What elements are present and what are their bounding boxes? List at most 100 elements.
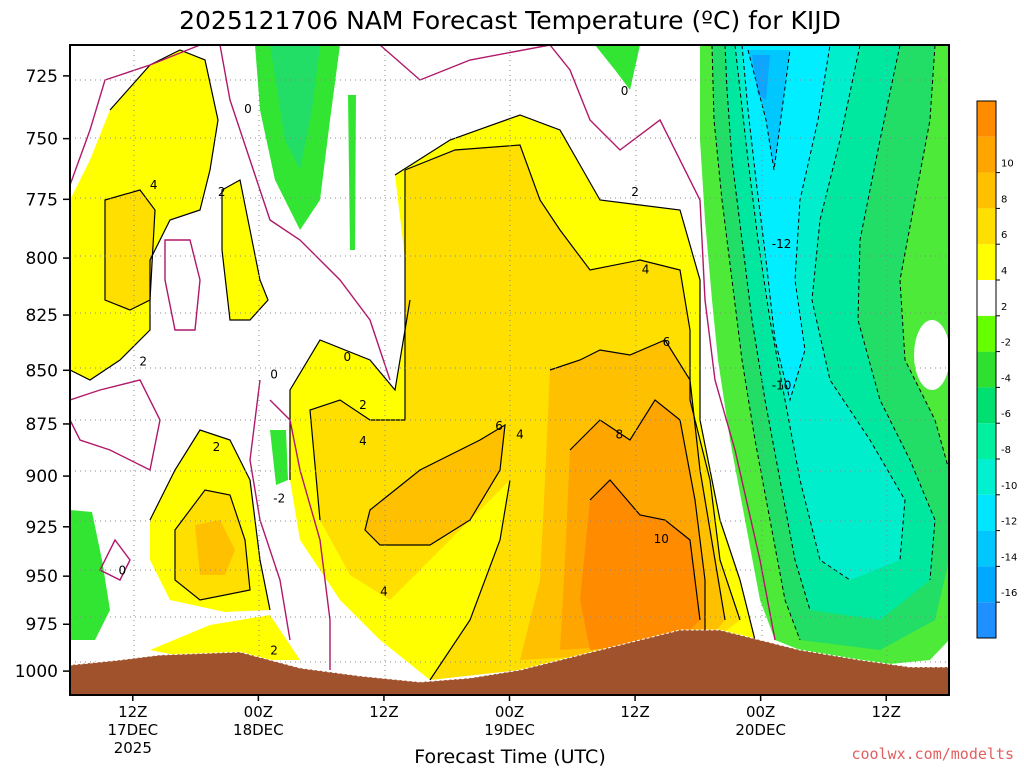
y-tick-label: 975 [26,615,58,635]
colorbar-swatch [977,208,996,245]
contour-label: -12 [772,237,792,251]
green-small-1 [270,430,288,485]
colorbar-frame [976,100,997,639]
y-tick-label: 750 [26,130,58,150]
contour-label: 10 [654,532,669,546]
y-tick-label: 925 [26,518,58,538]
colorbar-label: -10 [1001,481,1017,492]
contour-label: 2 [213,440,221,454]
colorbar-swatch [977,101,996,137]
green-streak-3 [595,45,640,90]
contour-label: 4 [380,585,388,599]
colorbar-label: 8 [1001,194,1007,205]
contour-label: 2 [139,355,147,369]
green-streak-1b [270,45,320,170]
y-tick-label: 775 [26,190,58,210]
cold-region-fill-7 [752,55,770,100]
contour-label: 4 [359,434,367,448]
cold-region-fill-5 [742,45,830,400]
contour-label: 2 [218,185,226,199]
contour-label: 8 [616,427,624,441]
contour-label: 4 [516,427,524,441]
credit-link[interactable]: coolwx.com/modelts [851,745,1014,763]
contour-label: 2 [631,185,639,199]
colorbar-label: 2 [1001,302,1007,313]
colorbar-label: 4 [1001,266,1007,277]
contour-label: 6 [495,419,503,433]
warm-fill-10-12 [580,480,700,650]
warm-fill-bottom [150,615,300,660]
y-tick-label: 1000 [15,662,58,682]
colorbar: -16 -14 -12 -10 -8 -6 -4 -2 2 4 6 8 10 [976,100,1017,639]
y-tick-label: 825 [26,306,58,326]
colorbar-label: 10 [1001,159,1014,170]
y-tick-label: 875 [26,415,58,435]
terrain [70,629,949,695]
warm-fill-low-left-6-8 [195,520,235,575]
colorbar-label: -4 [1001,373,1011,384]
x-tick-label: 20DEC [735,721,786,739]
contour-label: 4 [642,263,650,277]
colorbar-label: -16 [1001,588,1017,599]
warm-fill-6-8 [365,425,505,545]
colorbar-swatch [977,530,996,567]
x-tick-label: 2025 [114,739,152,757]
colorbar-swatch [977,387,996,424]
colorbar-label: -2 [1001,338,1011,349]
contour-label: 0 [343,350,351,364]
colorbar-swatch [977,566,996,603]
x-tick-label: 12Z [872,703,901,721]
y-tick-label: 725 [26,67,58,87]
contour-label: -2 [273,492,285,506]
x-tick-label: 19DEC [484,721,535,739]
chart-title: 2025121706 NAM Forecast Temperature (ºC)… [179,6,841,35]
contour-label: 0 [621,84,629,98]
x-tick-label: 12Z [369,703,398,721]
green-streak-2 [348,95,356,250]
colorbar-swatch [977,351,996,388]
plot-area [70,45,949,695]
colorbar-swatch [977,423,996,459]
x-tick-label: 17DEC [107,721,158,739]
contour-label: 0 [244,102,252,116]
colorbar-label: -8 [1001,445,1011,456]
colorbar-swatch [977,602,996,638]
warm-fill-mid-left [222,180,268,320]
colorbar-swatch [977,244,996,280]
contour-label: 0 [270,368,278,382]
green-left-low [70,510,110,640]
warm-fill-left-4-6 [105,190,155,310]
y-tick-label: 900 [26,467,58,487]
colorbar-label: -12 [1001,517,1017,528]
x-tick-label: 12Z [620,703,649,721]
contour-label: 2 [270,644,278,658]
colorbar-label: -14 [1001,552,1017,563]
colorbar-swatch [977,172,996,209]
colorbar-label: 6 [1001,230,1007,241]
contour-label: 0 [119,563,127,577]
contour-label: 2 [359,398,367,412]
y-axis: 725 750 775 800 825 850 875 900 925 950 975 1000 [15,67,70,682]
x-tick-label: 00Z [746,703,775,721]
gridlines [70,45,949,695]
y-tick-label: 850 [26,361,58,381]
colorbar-label: -6 [1001,409,1011,420]
x-tick-label: 00Z [244,703,273,721]
colorbar-swatch [977,136,996,173]
colorbar-swatch [977,494,996,531]
colorbar-swatch [977,280,996,316]
x-axis-label: Forecast Time (UTC) [414,746,605,768]
contour-label: 6 [663,335,671,349]
colorbar-swatch [977,459,996,495]
contour-label: -10 [772,378,792,392]
contour-label: 4 [150,178,158,192]
x-tick-label: 18DEC [233,721,284,739]
x-tick-label: 12Z [118,703,147,721]
y-tick-label: 800 [26,249,58,269]
x-tick-label: 00Z [495,703,524,721]
white-pocket [914,320,949,390]
colorbar-swatch [977,315,996,352]
